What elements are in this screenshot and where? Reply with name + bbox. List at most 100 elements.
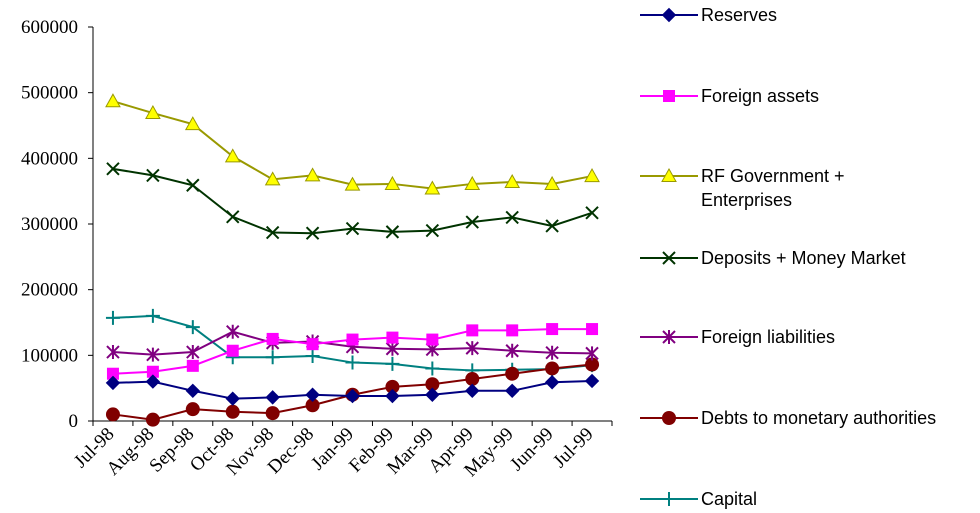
data-point (345, 221, 360, 236)
legend-marker (661, 167, 677, 182)
data-point (186, 359, 199, 372)
series-reserves (105, 373, 600, 406)
data-point (185, 383, 201, 399)
legend-marker (662, 411, 676, 425)
data-point (305, 348, 320, 363)
data-point (425, 377, 440, 392)
data-point (466, 324, 479, 337)
series-foreign-assets (106, 323, 599, 380)
data-point (384, 175, 401, 190)
y-tick-label: 100000 (21, 345, 78, 366)
data-point (345, 388, 360, 404)
legend-label: Foreign liabilities (701, 327, 835, 347)
data-point (105, 93, 121, 108)
y-tick-label: 0 (69, 411, 79, 432)
legend-item: Reserves (640, 5, 777, 25)
data-point (465, 215, 479, 229)
x-tick-label: Sep-98 (145, 424, 198, 477)
data-point (225, 404, 240, 419)
data-point (584, 373, 600, 389)
legend-marker (662, 492, 676, 506)
data-point (106, 345, 120, 360)
data-point (545, 219, 559, 233)
data-point (186, 345, 200, 360)
legend-item: Capital (640, 489, 757, 509)
legend-item: Deposits + Money Market (640, 248, 906, 268)
data-point (584, 168, 600, 183)
data-point (306, 338, 319, 351)
legend-marker (662, 251, 676, 265)
legend-item: Debts to monetary authorities (640, 408, 936, 428)
data-point (145, 412, 160, 427)
data-point (265, 350, 280, 365)
legend-label: Deposits + Money Market (701, 248, 906, 268)
data-point (426, 333, 439, 346)
data-point (265, 406, 280, 421)
data-point (105, 407, 120, 422)
data-point (304, 167, 321, 182)
data-point (345, 355, 360, 370)
data-point (146, 347, 160, 362)
legend-item: RF Government + Enterprises (640, 166, 845, 210)
data-point (224, 148, 241, 163)
data-point (465, 341, 479, 356)
data-point (305, 387, 320, 402)
y-axis-ticks: 0 100000 200000 300000 400000 500000 600000 (21, 17, 93, 432)
data-point (264, 171, 281, 186)
data-point (505, 366, 520, 381)
series-group (105, 93, 600, 427)
data-point (506, 324, 519, 337)
data-point (424, 180, 441, 195)
data-point (305, 398, 320, 413)
data-point (226, 344, 239, 357)
data-point (385, 341, 400, 356)
data-point (145, 105, 161, 120)
series-rf-government-enterprises (105, 93, 600, 195)
data-point (505, 210, 519, 225)
data-point (504, 383, 520, 399)
data-point (385, 225, 400, 239)
legend-label: Debts to monetary authorities (701, 408, 936, 428)
data-point (105, 310, 120, 325)
data-point (425, 361, 440, 376)
x-tick-label: Dec-98 (264, 424, 318, 478)
data-point (344, 176, 361, 191)
data-point (545, 345, 559, 360)
data-point (385, 356, 400, 371)
data-point (226, 324, 240, 339)
data-point (105, 375, 121, 391)
legend-label: RF Government + Enterprises (701, 166, 845, 210)
data-point (425, 387, 440, 402)
series-foreign-liabilities (106, 324, 599, 362)
y-tick-label: 300000 (21, 214, 78, 235)
data-point (546, 323, 559, 336)
legend-label: Foreign assets (701, 86, 819, 106)
data-point (146, 365, 159, 378)
data-point (386, 331, 399, 344)
data-point (226, 210, 240, 224)
data-point (385, 388, 400, 404)
data-point (505, 343, 519, 358)
legend: Reserves Foreign assets RF Government + Ent… (640, 5, 936, 509)
data-point (465, 383, 480, 399)
legend-marker (663, 90, 675, 102)
data-point (544, 175, 560, 190)
legend-label: Capital (701, 489, 757, 509)
data-point (225, 391, 240, 406)
y-tick-label: 500000 (21, 83, 78, 104)
data-point (346, 333, 359, 346)
data-point (146, 168, 160, 183)
data-point (545, 361, 560, 376)
x-axis-ticks: Jul-98Aug-98Sep-98Oct-98Nov-98Dec-98Jan-… (70, 421, 613, 481)
data-point (265, 390, 280, 405)
data-point (145, 374, 161, 389)
data-point (305, 226, 320, 240)
series-debts-to-monetary-authorities (105, 357, 600, 427)
data-point (185, 320, 200, 335)
data-point (184, 116, 201, 131)
x-tick-label: Jun-99 (506, 424, 557, 475)
data-point (586, 323, 599, 336)
data-point (145, 308, 160, 323)
data-point (266, 332, 279, 345)
